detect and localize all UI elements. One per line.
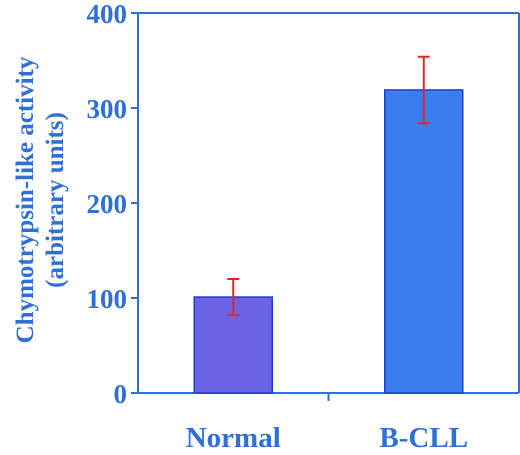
y-ticks: 0 100 200 300 400 <box>87 0 138 409</box>
category-labels: Normal B-CLL <box>186 422 468 454</box>
error-bars <box>227 55 430 317</box>
y-tick-label: 200 <box>87 189 128 219</box>
bar <box>384 89 464 394</box>
category-label: Normal <box>186 422 281 454</box>
y-tick-label: 300 <box>87 94 128 124</box>
y-tick-label: 0 <box>114 379 128 409</box>
y-tick-label: 400 <box>87 0 128 29</box>
category-label: B-CLL <box>379 422 468 454</box>
y-axis-label-line-2: (arbitrary units) <box>42 112 69 288</box>
y-tick-label: 100 <box>87 284 128 314</box>
y-axis-label: Chymotrypsin-like activity (arbitrary un… <box>12 56 69 343</box>
bars <box>193 89 464 394</box>
y-axis-label-line-1: Chymotrypsin-like activity <box>12 56 39 343</box>
